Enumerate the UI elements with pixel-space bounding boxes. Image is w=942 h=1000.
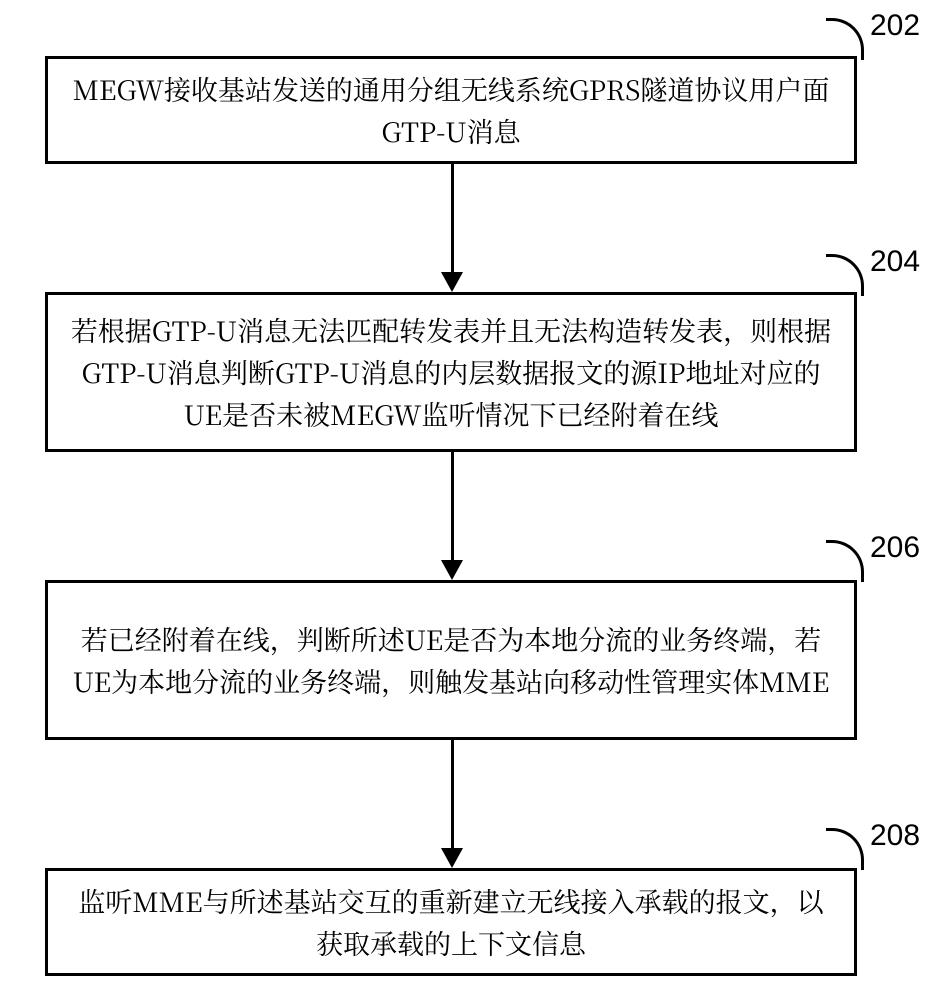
arrow-3-line: [451, 740, 454, 848]
step-box-204: 若根据GTP-U消息无法匹配转发表并且无法构造转发表，则根据GTP-U消息判断G…: [45, 292, 857, 452]
callout-tick-202: [826, 18, 864, 60]
arrow-2-head: [441, 560, 463, 580]
arrow-1-head: [441, 272, 463, 292]
arrow-2-line: [451, 452, 454, 560]
step-text-204: 若根据GTP-U消息无法匹配转发表并且无法构造转发表，则根据GTP-U消息判断G…: [68, 309, 834, 435]
step-box-206: 若已经附着在线，判断所述UE是否为本地分流的业务终端，若UE为本地分流的业务终端…: [45, 580, 857, 740]
arrow-3-head: [441, 848, 463, 868]
callout-tick-204: [826, 254, 864, 296]
arrow-1-line: [451, 164, 454, 272]
step-label-204: 204: [870, 245, 920, 279]
callout-tick-208: [826, 828, 864, 870]
callout-tick-206: [826, 540, 864, 582]
flowchart-canvas: 202 MEGW接收基站发送的通用分组无线系统GPRS隧道协议用户面GTP-U消…: [0, 0, 942, 1000]
step-label-202: 202: [870, 9, 920, 43]
step-text-208: 监听MME与所述基站交互的重新建立无线接入承载的报文，以获取承载的上下文信息: [68, 880, 834, 964]
step-label-208: 208: [870, 819, 920, 853]
step-box-202: MEGW接收基站发送的通用分组无线系统GPRS隧道协议用户面GTP-U消息: [45, 56, 857, 164]
step-text-202: MEGW接收基站发送的通用分组无线系统GPRS隧道协议用户面GTP-U消息: [68, 68, 834, 152]
step-text-206: 若已经附着在线，判断所述UE是否为本地分流的业务终端，若UE为本地分流的业务终端…: [68, 618, 834, 702]
step-box-208: 监听MME与所述基站交互的重新建立无线接入承载的报文，以获取承载的上下文信息: [45, 868, 857, 976]
step-label-206: 206: [870, 531, 920, 565]
